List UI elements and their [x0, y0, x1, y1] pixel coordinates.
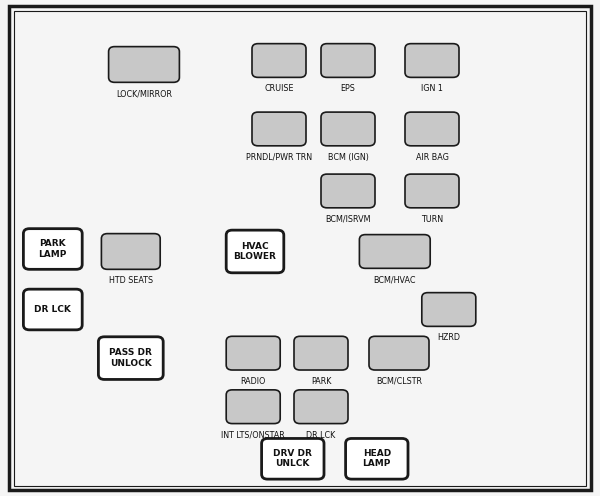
- FancyBboxPatch shape: [226, 390, 280, 424]
- Text: DRV DR
UNLCK: DRV DR UNLCK: [274, 449, 312, 469]
- FancyBboxPatch shape: [294, 390, 348, 424]
- Text: BCM/HVAC: BCM/HVAC: [374, 275, 416, 284]
- Text: HEAD
LAMP: HEAD LAMP: [362, 449, 391, 469]
- FancyBboxPatch shape: [262, 438, 324, 479]
- Text: PRNDL/PWR TRN: PRNDL/PWR TRN: [246, 153, 312, 162]
- FancyBboxPatch shape: [405, 44, 459, 77]
- Text: DR LCK: DR LCK: [307, 431, 335, 439]
- FancyBboxPatch shape: [226, 336, 280, 370]
- Text: HVAC
BLOWER: HVAC BLOWER: [233, 242, 277, 261]
- Text: EPS: EPS: [341, 84, 355, 93]
- FancyBboxPatch shape: [346, 438, 408, 479]
- FancyBboxPatch shape: [359, 235, 430, 268]
- FancyBboxPatch shape: [23, 229, 82, 269]
- Text: BCM/ISRVM: BCM/ISRVM: [325, 215, 371, 224]
- Text: PASS DR
UNLOCK: PASS DR UNLOCK: [109, 348, 152, 368]
- FancyBboxPatch shape: [252, 44, 306, 77]
- Text: LOCK/MIRROR: LOCK/MIRROR: [116, 89, 172, 98]
- Text: TURN: TURN: [421, 215, 443, 224]
- FancyBboxPatch shape: [321, 174, 375, 208]
- FancyBboxPatch shape: [405, 112, 459, 146]
- Text: CRUISE: CRUISE: [264, 84, 294, 93]
- FancyBboxPatch shape: [98, 337, 163, 379]
- FancyBboxPatch shape: [101, 234, 160, 269]
- FancyBboxPatch shape: [405, 174, 459, 208]
- Text: DR LCK: DR LCK: [34, 305, 71, 314]
- FancyBboxPatch shape: [226, 230, 284, 273]
- Text: INT LTS/ONSTAR: INT LTS/ONSTAR: [221, 431, 285, 439]
- Text: PARK
LAMP: PARK LAMP: [38, 239, 67, 259]
- FancyBboxPatch shape: [321, 112, 375, 146]
- FancyBboxPatch shape: [109, 47, 179, 82]
- Text: PARK: PARK: [311, 377, 331, 386]
- FancyBboxPatch shape: [369, 336, 429, 370]
- Text: AIR BAG: AIR BAG: [416, 153, 448, 162]
- FancyBboxPatch shape: [294, 336, 348, 370]
- Text: BCM/CLSTR: BCM/CLSTR: [376, 377, 422, 386]
- Text: BCM (IGN): BCM (IGN): [328, 153, 368, 162]
- FancyBboxPatch shape: [23, 289, 82, 330]
- Text: IGN 1: IGN 1: [421, 84, 443, 93]
- Text: HTD SEATS: HTD SEATS: [109, 276, 153, 285]
- FancyBboxPatch shape: [422, 293, 476, 326]
- FancyBboxPatch shape: [252, 112, 306, 146]
- FancyBboxPatch shape: [321, 44, 375, 77]
- Text: RADIO: RADIO: [241, 377, 266, 386]
- Text: HZRD: HZRD: [437, 333, 460, 342]
